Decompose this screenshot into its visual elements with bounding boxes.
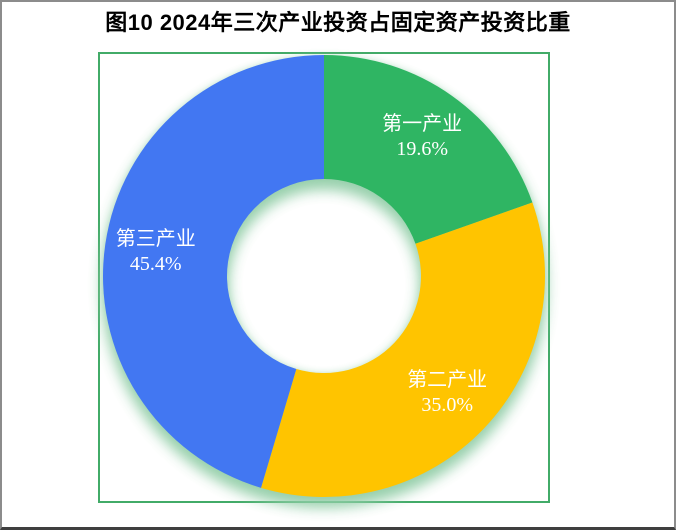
pie-slice-3 [103,55,325,488]
pie-slice-1 [324,55,533,244]
chart-title: 图10 2024年三次产业投资占固定资产投资比重 [105,10,571,35]
pie-slice-2 [261,202,545,497]
donut-ring [103,55,545,497]
plot-area-border [98,52,550,503]
